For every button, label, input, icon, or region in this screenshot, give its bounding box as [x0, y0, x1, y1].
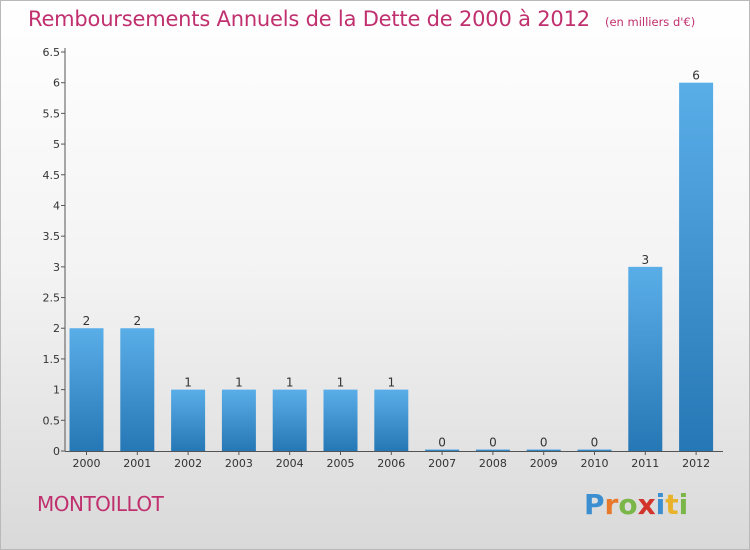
data-label-2005: 1 — [337, 376, 345, 390]
bar-2000[interactable] — [69, 328, 104, 451]
data-label-2011: 3 — [641, 253, 649, 267]
logo-letter: i — [655, 488, 666, 521]
data-label-2009: 0 — [540, 436, 548, 450]
x-tick-label: 2008 — [479, 457, 507, 470]
bar-2006[interactable] — [374, 389, 409, 451]
logo-letter: x — [637, 488, 656, 521]
bar-2007[interactable] — [425, 449, 460, 452]
bar-2010[interactable] — [577, 449, 612, 452]
y-tick-label: 1 — [53, 384, 60, 397]
bars — [69, 82, 714, 452]
data-label-2000: 2 — [83, 314, 91, 328]
bar-2002[interactable] — [171, 389, 206, 451]
data-label-2002: 1 — [184, 376, 192, 390]
y-tick-label: 5 — [53, 138, 60, 151]
y-tick-label: 0 — [53, 445, 60, 458]
bar-2011[interactable] — [628, 266, 663, 451]
bar-2009[interactable] — [526, 449, 561, 452]
y-tick-label: 4 — [53, 199, 60, 212]
logo-letter: t — [665, 488, 679, 521]
x-tick-label: 2001 — [123, 457, 151, 470]
y-tick-label: 1.5 — [43, 353, 61, 366]
x-tick-label: 2006 — [377, 457, 405, 470]
proxiti-logo[interactable]: Proxiti — [584, 488, 688, 521]
data-label-2004: 1 — [286, 376, 294, 390]
x-tick-label: 2011 — [631, 457, 659, 470]
y-tick-label: 2.5 — [43, 292, 61, 305]
y-tick-label: 6.5 — [43, 46, 61, 59]
logo-letter: r — [604, 488, 619, 521]
bar-2004[interactable] — [272, 389, 307, 451]
labels: 2 2 1 1 1 1 1 0 0 0 0 3 6 — [83, 69, 700, 450]
y-tick-label: 6 — [53, 77, 60, 90]
logo-letter: P — [584, 488, 605, 521]
bar-2012[interactable] — [679, 82, 714, 451]
x-tick-label: 2004 — [276, 457, 304, 470]
chart-title-area: Remboursements Annuels de la Dette de 20… — [28, 7, 695, 31]
x-tick-label: 2003 — [225, 457, 253, 470]
chart-unit: (en milliers d'€) — [605, 15, 696, 29]
x-tick-label: 2000 — [73, 457, 101, 470]
y-tick-label: 3.5 — [43, 230, 61, 243]
data-label-2012: 6 — [692, 69, 700, 83]
logo-letter: o — [618, 488, 638, 521]
y-tick-label: 5.5 — [43, 107, 61, 120]
bar-2008[interactable] — [475, 449, 510, 452]
x-tick-label: 2007 — [428, 457, 456, 470]
bar-2005[interactable] — [323, 389, 358, 451]
logo-letter: i — [678, 488, 689, 521]
x-tick-label: 2005 — [327, 457, 355, 470]
data-label-2010: 0 — [591, 436, 599, 450]
data-label-2003: 1 — [235, 376, 243, 390]
x-tick-label: 2012 — [682, 457, 710, 470]
y-tick-label: 2 — [53, 322, 60, 335]
x-tick-label: 2009 — [530, 457, 558, 470]
y-tick-label: 0.5 — [43, 414, 61, 427]
data-label-2006: 1 — [387, 376, 395, 390]
data-label-2001: 2 — [133, 314, 141, 328]
bar-2001[interactable] — [120, 328, 155, 451]
x-tick-label: 2002 — [174, 457, 202, 470]
data-label-2008: 0 — [489, 436, 497, 450]
y-tick-label: 3 — [53, 261, 60, 274]
town-name: MONTOILLOT — [37, 492, 164, 516]
chart-title: Remboursements Annuels de la Dette de 20… — [28, 7, 590, 31]
data-label-2007: 0 — [438, 436, 446, 450]
x-tick-label: 2010 — [581, 457, 609, 470]
bar-2003[interactable] — [221, 389, 256, 451]
y-tick-label: 4.5 — [43, 169, 61, 182]
